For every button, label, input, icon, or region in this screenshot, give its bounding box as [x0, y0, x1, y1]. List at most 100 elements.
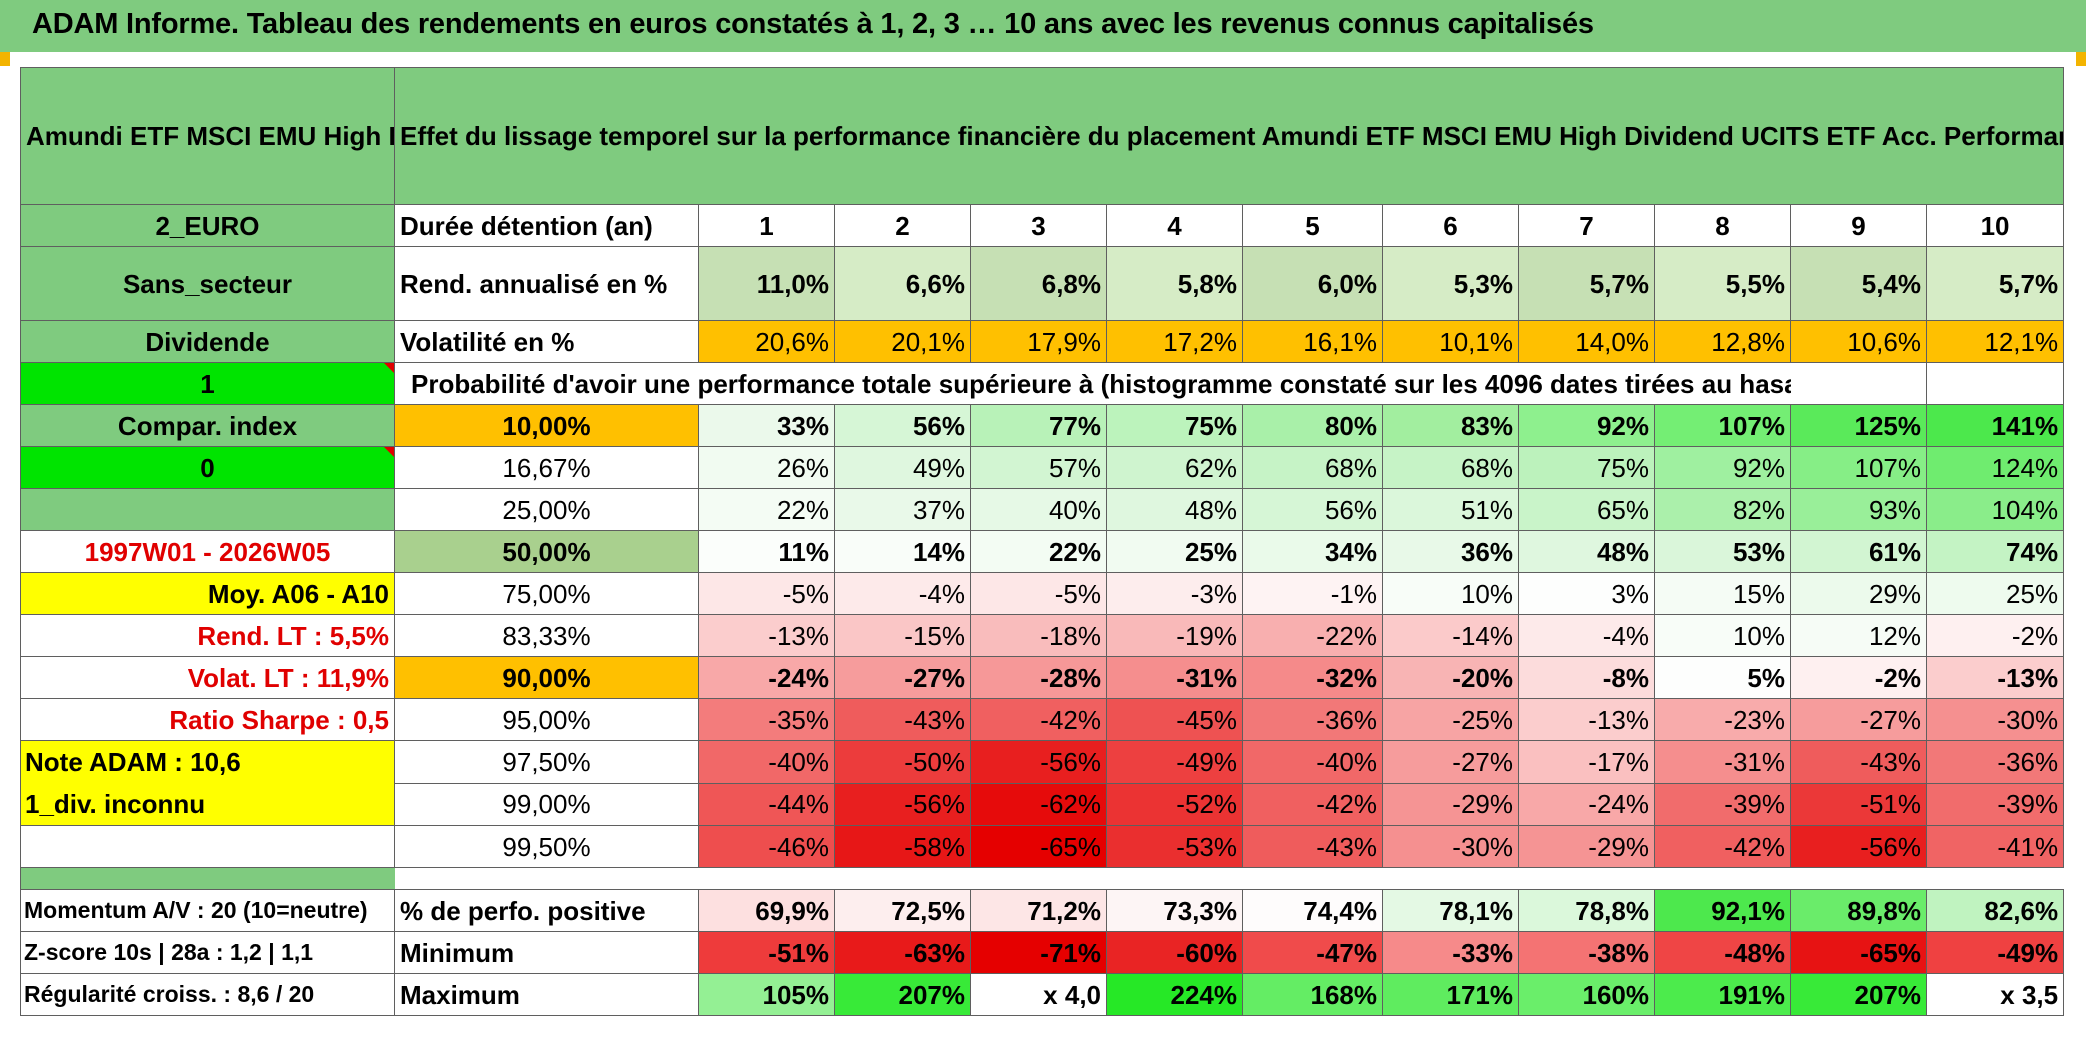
probability-value: -8% — [1518, 656, 1655, 699]
year-header: 8 — [1654, 204, 1791, 247]
probability-row: Ratio Sharpe : 0,5 95,00% -35% -43% -42% -45%… — [20, 698, 2065, 741]
rendement-value: 11,0% — [698, 246, 835, 321]
probability-value: 12% — [1790, 614, 1927, 657]
probability-value: 82% — [1654, 488, 1791, 531]
minimum-value: -38% — [1518, 931, 1655, 974]
rendement-value: 6,8% — [970, 246, 1107, 321]
probability-value: -13% — [1925, 656, 2065, 699]
note-adam-cell: Note ADAM : 10,6 1_div. inconnu — [20, 740, 395, 826]
probability-value: 37% — [834, 488, 971, 531]
probability-value: -19% — [1106, 614, 1243, 657]
probability-value: 56% — [834, 404, 971, 447]
probability-value: -42% — [1654, 825, 1791, 868]
probability-value: 57% — [970, 446, 1107, 489]
empty-cell — [20, 825, 395, 868]
probability-value: 75% — [1106, 404, 1243, 447]
year-header: 4 — [1106, 204, 1243, 247]
perfo-positive-value: 82,6% — [1925, 889, 2065, 932]
probability-value: 93% — [1790, 488, 1927, 531]
probability-value: 74% — [1925, 530, 2065, 573]
corner-marker-icon — [0, 52, 10, 66]
maximum-value: x 4,0 — [970, 973, 1107, 1016]
minimum-value: -60% — [1106, 931, 1243, 974]
spacer-cell — [394, 867, 2064, 890]
probability-value: -49% — [1106, 740, 1243, 784]
probability-value: 83% — [1382, 404, 1519, 447]
volatilite-value: 14,0% — [1518, 320, 1655, 363]
empty-cell — [20, 488, 395, 531]
probability-value: 80% — [1242, 404, 1383, 447]
probability-row: 0 16,67% 26% 49% 57% 62% 68% 68% 75% 92% 107% 124% — [20, 446, 2065, 489]
empty-cell — [1790, 362, 1927, 405]
perfo-positive-value: 72,5% — [834, 889, 971, 932]
probability-value: -65% — [970, 825, 1107, 868]
maximum-left-label: Régularité croiss. : 8,6 / 20 — [20, 973, 395, 1016]
probability-value: -52% — [1106, 782, 1243, 826]
volatilite-value: 20,6% — [698, 320, 835, 363]
page-title: ADAM Informe. Tableau des rendements en … — [32, 8, 1594, 40]
probability-value: 124% — [1925, 446, 2065, 489]
probability-threshold: 25,00% — [394, 488, 699, 531]
minimum-value: -71% — [970, 931, 1107, 974]
probability-value: -27% — [1382, 740, 1519, 784]
probability-value: -62% — [970, 782, 1107, 826]
probability-value: -35% — [698, 698, 835, 741]
spacer-row — [20, 867, 2064, 890]
probability-value: -45% — [1106, 698, 1243, 741]
probability-value: -13% — [1518, 698, 1655, 741]
probability-value: 51% — [1382, 488, 1519, 531]
probability-value: 104% — [1925, 488, 2065, 531]
perfo-positive-value: 78,1% — [1382, 889, 1519, 932]
probability-value: -43% — [834, 698, 971, 741]
probability-value: -25% — [1382, 698, 1519, 741]
year-header: 10 — [1925, 204, 2065, 247]
probability-value: 22% — [970, 530, 1107, 573]
probability-value: -28% — [970, 656, 1107, 699]
probability-value: 68% — [1382, 446, 1519, 489]
probability-value: 48% — [1518, 530, 1655, 573]
probability-value: -18% — [970, 614, 1107, 657]
probability-value: -58% — [834, 825, 971, 868]
perfo-positive-value: 89,8% — [1790, 889, 1927, 932]
minimum-value: -65% — [1790, 931, 1927, 974]
probability-threshold: 90,00% — [394, 656, 699, 699]
year-header: 3 — [970, 204, 1107, 247]
year-header: 9 — [1790, 204, 1927, 247]
description-cell: Effet du lissage temporel sur la perform… — [393, 67, 2065, 205]
probability-value: 3% — [1518, 572, 1655, 615]
perfo-positive-value: 92,1% — [1654, 889, 1791, 932]
minimum-value: -63% — [834, 931, 971, 974]
probability-row: Volat. LT : 11,9% 90,00% -24% -27% -28% -31% -… — [20, 656, 2065, 699]
maximum-value: 105% — [698, 973, 835, 1016]
rendement-value: 5,5% — [1654, 246, 1791, 321]
probability-value: 61% — [1790, 530, 1927, 573]
probability-value: -5% — [698, 572, 835, 615]
maximum-value: 207% — [834, 973, 971, 1016]
type-cell: Dividende — [20, 320, 395, 363]
probability-value: -36% — [1925, 740, 2065, 784]
probability-value: -1% — [1242, 572, 1383, 615]
probability-value: 36% — [1382, 530, 1519, 573]
probability-threshold: 50,00% — [394, 530, 699, 573]
probability-value: -3% — [1106, 572, 1243, 615]
probability-threshold: 95,00% — [394, 698, 699, 741]
performance-table: Amundi ETF MSCI EMU High Dividend UCITS … — [20, 67, 2065, 1016]
probability-value: -27% — [1790, 698, 1927, 741]
perfo-positive-value: 71,2% — [970, 889, 1107, 932]
probability-value: 56% — [1242, 488, 1383, 531]
year-header: 1 — [698, 204, 835, 247]
spacer-cell — [20, 867, 395, 890]
probability-row: 99,50% -46% -58% -65% -53% -43% -30% -29% -42% -5… — [20, 825, 2065, 868]
probability-threshold: 83,33% — [394, 614, 699, 657]
minimum-row: Z-score 10s | 28a : 1,2 | 1,1 Minimum -51%… — [20, 931, 2065, 974]
volatilite-value: 12,8% — [1654, 320, 1791, 363]
probability-value: 49% — [834, 446, 971, 489]
rendement-value: 6,0% — [1242, 246, 1383, 321]
volatilite-value: 17,2% — [1106, 320, 1243, 363]
volatilite-value: 12,1% — [1925, 320, 2065, 363]
probability-value: -13% — [698, 614, 835, 657]
probability-value: -56% — [970, 740, 1107, 784]
maximum-value: 168% — [1242, 973, 1383, 1016]
probability-value: 10% — [1654, 614, 1791, 657]
rendement-value: 5,7% — [1518, 246, 1655, 321]
